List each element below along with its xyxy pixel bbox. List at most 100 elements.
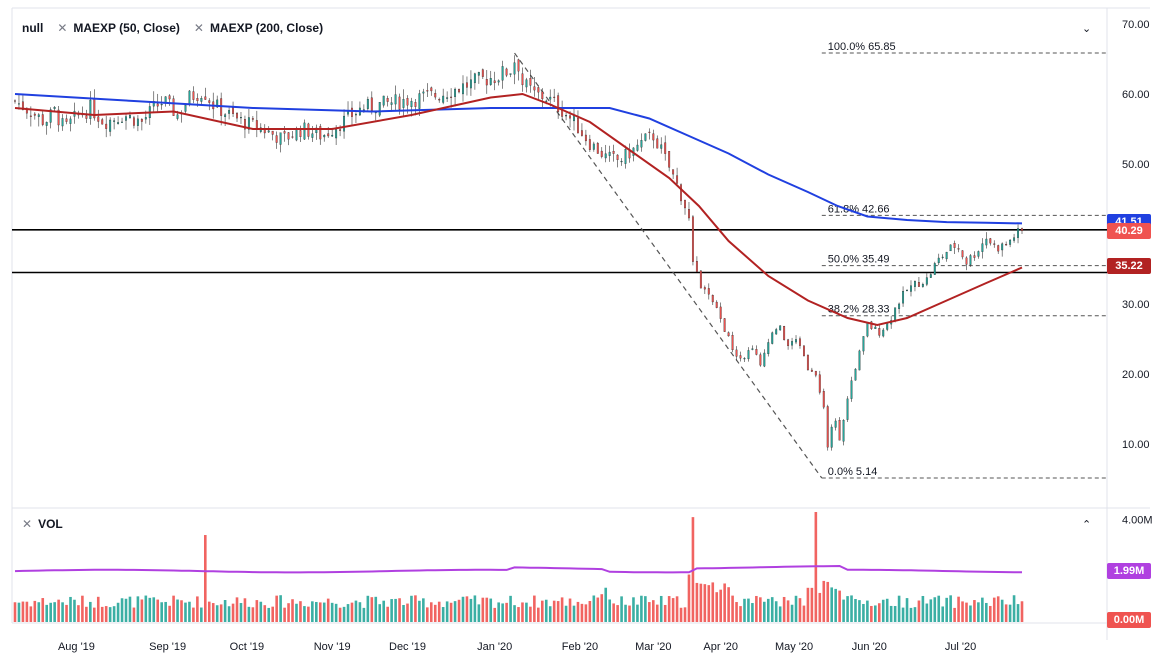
volume-bar [493,607,497,622]
volume-bar [374,596,378,622]
collapse-main-icon[interactable]: ⌄ [1082,23,1092,35]
volume-bar [362,607,366,622]
volume-legend: ✕ VOL [22,517,63,531]
expand-volume-icon[interactable]: ⌃ [1082,519,1092,531]
volume-bar [759,597,762,622]
candle-body [136,118,139,126]
volume-bar [826,581,830,622]
remove-ma200-icon[interactable]: ✕ [193,21,204,35]
candle-body [493,80,496,84]
volume-bar [834,588,837,622]
candle-body [240,117,242,119]
candle-body [624,149,627,164]
volume-bar [695,582,699,622]
candle-body [660,144,663,149]
volume-bar [291,599,294,622]
candle-body [731,334,734,351]
candle-body [355,113,357,116]
last-price-tag: 40.29 [1107,223,1151,239]
fib-trend-line [514,52,823,479]
candle-body [945,251,948,260]
candle-body [497,80,500,83]
volume-bar [378,604,382,622]
volume-bar [588,600,592,622]
candle-body [608,151,611,156]
remove-volume-icon[interactable]: ✕ [22,517,33,531]
candle-body [343,115,346,132]
volume-bar [850,595,853,622]
volume-bar [969,605,972,622]
volume-bar [330,602,334,622]
volume-bar [568,598,572,622]
volume-bar [211,603,215,622]
candle-body [129,114,131,119]
x-tick-label: Feb '20 [562,641,598,653]
volume-bar [830,587,834,622]
volume-bar [172,595,175,622]
volume-bar [727,587,730,622]
volume-bar [33,600,37,622]
volume-bar [49,602,52,622]
volume-bar [755,595,758,622]
volume-bar [390,599,393,622]
x-tick-label: Jun '20 [852,641,887,653]
volume-bar [422,598,425,622]
candle-body [287,132,290,140]
candle-body [1005,244,1008,246]
candle-body [192,91,195,100]
candle-body [1021,228,1023,232]
candle-body [251,118,254,120]
volume-bar [485,597,489,622]
volume-bar [763,601,766,622]
volume-bar [929,599,933,622]
candle-body [882,329,885,337]
x-tick-label: Apr '20 [703,641,738,653]
volume-bar [398,598,401,622]
candle-body [910,285,912,292]
candle-body [299,130,302,138]
candle-body [236,113,238,119]
volume-bar [992,597,996,622]
candle-body [715,301,718,308]
candle-body [830,426,833,448]
candle-body [596,143,599,154]
candle-body [295,128,298,141]
candle-body [584,134,587,142]
candle-body [814,370,817,376]
candle-body [902,291,905,304]
candle-body [695,261,698,272]
volume-bar [996,596,1000,622]
candle-body [1009,239,1012,245]
volume-bar [687,574,691,622]
volume-bar [560,597,564,622]
x-tick-label: Oct '19 [230,641,265,653]
candle-body [267,130,270,133]
volume-bar [917,600,921,622]
candle-body [941,256,944,258]
volume-bar [667,596,671,622]
volume-bar [414,595,417,622]
candle-body [430,87,433,92]
candle-body [949,244,952,252]
volume-bar [104,606,108,622]
remove-ma50-icon[interactable]: ✕ [57,21,68,35]
candle-body [351,107,353,117]
candle-body [57,109,60,126]
candle-body [537,87,540,93]
volume-bar [303,606,306,622]
volume-bar [556,601,560,622]
volume-bar [457,599,461,622]
volume-bar [600,594,604,622]
candle-body [719,306,722,319]
candle-body [981,243,984,252]
candle-body [604,153,607,159]
candle-body [592,143,595,150]
candle-body [208,100,211,103]
candle-body [469,79,472,89]
candle-body [858,350,861,371]
candle-body [462,83,464,95]
candle-body [489,78,492,85]
volume-bar [366,595,370,622]
candle-body [101,119,104,125]
